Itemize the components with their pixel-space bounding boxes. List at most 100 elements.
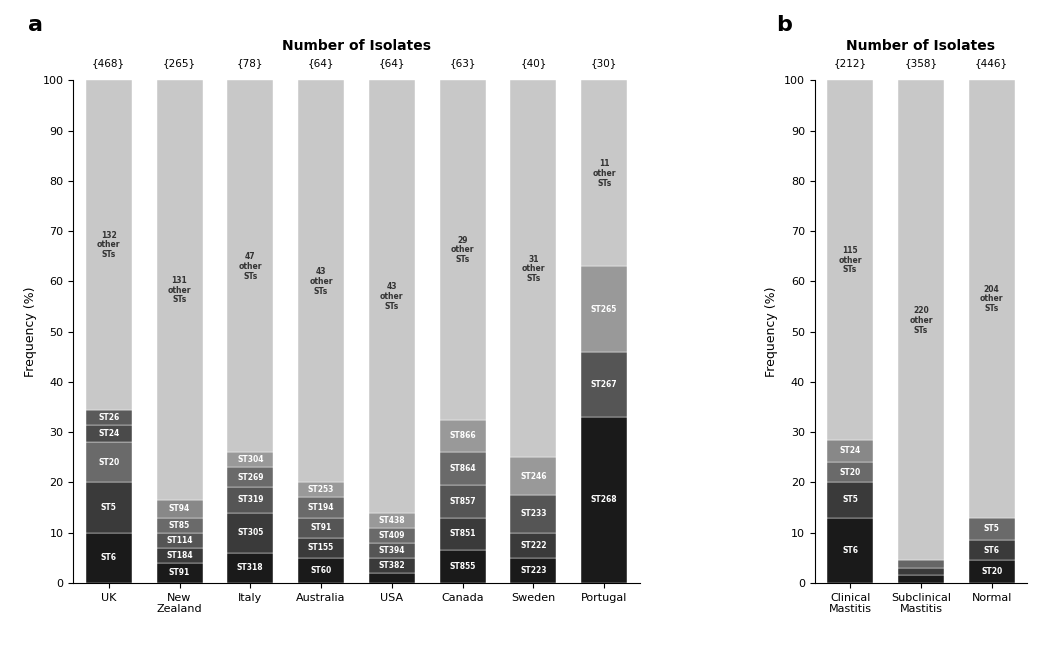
Bar — [156, 533, 202, 548]
Text: ST222: ST222 — [520, 541, 547, 549]
Bar — [227, 488, 274, 513]
Bar — [827, 80, 873, 440]
Bar — [510, 457, 556, 495]
Text: ST184: ST184 — [167, 551, 193, 559]
Text: ST194: ST194 — [308, 503, 334, 512]
Bar — [369, 513, 415, 528]
Text: ST85: ST85 — [169, 521, 190, 529]
Text: ST382: ST382 — [378, 561, 406, 570]
Text: ST20: ST20 — [99, 458, 119, 467]
Text: ST866: ST866 — [450, 431, 476, 440]
Text: 11
other
STs: 11 other STs — [592, 159, 616, 188]
Bar — [156, 548, 202, 563]
Bar — [369, 573, 415, 583]
Text: ST269: ST269 — [237, 473, 263, 482]
Bar — [898, 80, 944, 560]
Bar — [968, 560, 1014, 583]
Text: {265}: {265} — [162, 58, 196, 68]
Text: 43
other
STs: 43 other STs — [380, 282, 403, 311]
Bar — [439, 80, 485, 419]
Text: {64}: {64} — [378, 58, 406, 68]
Bar — [227, 468, 274, 488]
Bar — [227, 513, 274, 553]
Bar — [227, 553, 274, 583]
Text: ST94: ST94 — [169, 505, 190, 513]
Text: ST851: ST851 — [450, 529, 476, 539]
Bar — [510, 80, 556, 457]
Text: ST857: ST857 — [450, 496, 476, 506]
Bar — [898, 560, 944, 567]
Bar — [227, 452, 274, 468]
Bar — [369, 80, 415, 513]
Bar — [898, 568, 944, 576]
Bar — [827, 482, 873, 517]
Text: 43
other
STs: 43 other STs — [309, 267, 333, 295]
Y-axis label: Frequency (%): Frequency (%) — [765, 286, 779, 377]
Bar — [156, 80, 202, 500]
Text: {63}: {63} — [450, 58, 476, 68]
Bar — [298, 482, 344, 497]
Bar — [369, 528, 415, 543]
Text: {358}: {358} — [904, 58, 938, 68]
Bar — [227, 80, 274, 452]
Text: 131
other
STs: 131 other STs — [168, 276, 192, 304]
Text: ST20: ST20 — [981, 567, 1002, 576]
Bar — [298, 80, 344, 482]
Bar — [156, 563, 202, 583]
Text: {78}: {78} — [237, 58, 263, 68]
Text: ST394: ST394 — [378, 546, 406, 555]
Bar — [86, 482, 132, 533]
Text: ST246: ST246 — [520, 472, 547, 480]
Text: ST855: ST855 — [450, 562, 476, 571]
Bar — [827, 517, 873, 583]
Text: ST438: ST438 — [378, 516, 406, 525]
Text: ST60: ST60 — [310, 566, 332, 575]
Bar — [439, 485, 485, 517]
Text: ST24: ST24 — [839, 446, 860, 456]
Bar — [298, 517, 344, 537]
Text: a: a — [28, 15, 43, 35]
Text: ST6: ST6 — [101, 553, 116, 562]
Text: {212}: {212} — [833, 58, 867, 68]
Bar — [298, 537, 344, 557]
Text: 115
other
STs: 115 other STs — [838, 246, 861, 274]
Bar — [827, 462, 873, 482]
Text: ST304: ST304 — [237, 456, 263, 464]
Bar — [86, 80, 132, 409]
Bar — [298, 497, 344, 517]
Text: 132
other
STs: 132 other STs — [97, 230, 121, 259]
Title: Number of Isolates: Number of Isolates — [847, 39, 996, 53]
Text: ST318: ST318 — [237, 563, 264, 572]
Text: ST26: ST26 — [99, 413, 119, 421]
Bar — [510, 495, 556, 533]
Bar — [86, 425, 132, 442]
Bar — [968, 80, 1014, 517]
Bar — [298, 557, 344, 583]
Text: ST223: ST223 — [520, 566, 547, 575]
Text: ST155: ST155 — [308, 543, 334, 552]
Bar — [510, 557, 556, 583]
Text: ST24: ST24 — [99, 429, 119, 438]
Text: 31
other
STs: 31 other STs — [522, 255, 545, 283]
Text: {30}: {30} — [591, 58, 617, 68]
Bar — [439, 550, 485, 583]
Bar — [582, 417, 627, 583]
Bar — [968, 517, 1014, 540]
Bar — [86, 533, 132, 583]
Text: ST20: ST20 — [839, 468, 860, 477]
Text: ST5: ST5 — [101, 503, 116, 512]
Text: 204
other
STs: 204 other STs — [980, 285, 1003, 313]
Text: 220
other
STs: 220 other STs — [909, 306, 933, 334]
Text: {40}: {40} — [520, 58, 547, 68]
Text: ST409: ST409 — [378, 531, 406, 539]
Bar — [439, 452, 485, 485]
Text: 29
other
STs: 29 other STs — [451, 236, 475, 264]
Text: ST265: ST265 — [591, 305, 617, 314]
Text: ST253: ST253 — [308, 486, 334, 494]
Text: {64}: {64} — [308, 58, 334, 68]
Text: ST114: ST114 — [167, 536, 193, 545]
Text: ST233: ST233 — [520, 509, 547, 519]
Text: ST6: ST6 — [984, 546, 1000, 555]
Bar — [582, 266, 627, 352]
Bar — [156, 500, 202, 517]
